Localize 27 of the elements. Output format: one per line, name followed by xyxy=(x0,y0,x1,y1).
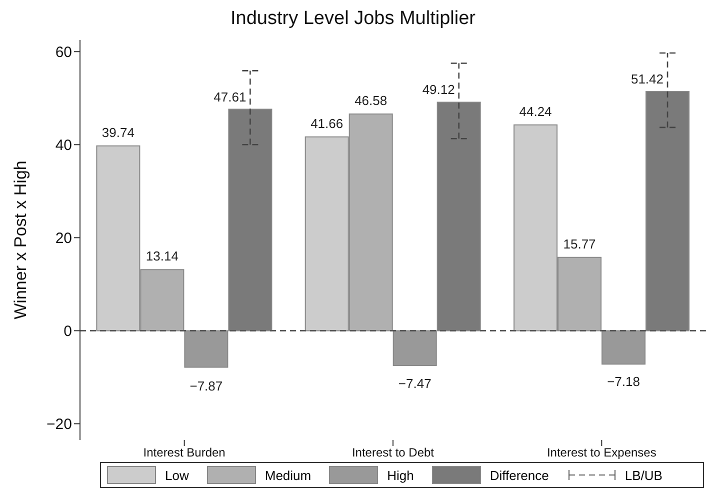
data-label: 49.12 xyxy=(422,82,455,98)
x-tick-label: Interest Burden xyxy=(143,446,226,460)
data-label: −7.18 xyxy=(607,374,640,389)
data-label: 15.77 xyxy=(563,236,596,252)
data-label: 39.74 xyxy=(102,124,134,140)
y-tick-label: 0 xyxy=(64,323,72,340)
legend-label: LB/UB xyxy=(624,468,662,482)
legend-label: Medium xyxy=(264,468,312,482)
y-tick-label: 20 xyxy=(55,230,72,247)
y-tick-label: −20 xyxy=(46,416,72,434)
data-label: 44.24 xyxy=(519,104,552,119)
data-label: −7.87 xyxy=(190,378,223,394)
data-label: 47.61 xyxy=(214,89,246,104)
legend-label: Difference xyxy=(490,468,549,482)
y-axis-title: Winner x Post x High xyxy=(11,160,30,320)
data-label: 46.58 xyxy=(354,93,388,108)
data-label: −7.47 xyxy=(398,376,432,391)
y-tick-label: 60 xyxy=(55,44,72,61)
x-tick-label: Interest to Debt xyxy=(352,446,435,460)
data-label: 13.14 xyxy=(146,248,178,264)
legend-label: High xyxy=(387,468,414,482)
x-tick-label: Interest to Expenses xyxy=(546,446,656,460)
data-label: 41.66 xyxy=(310,116,344,131)
legend-label: Low xyxy=(165,468,189,482)
chart-title: Industry Level Jobs Multiplier xyxy=(230,8,476,30)
data-label: 51.42 xyxy=(630,72,664,87)
y-tick-label: 40 xyxy=(55,136,72,154)
